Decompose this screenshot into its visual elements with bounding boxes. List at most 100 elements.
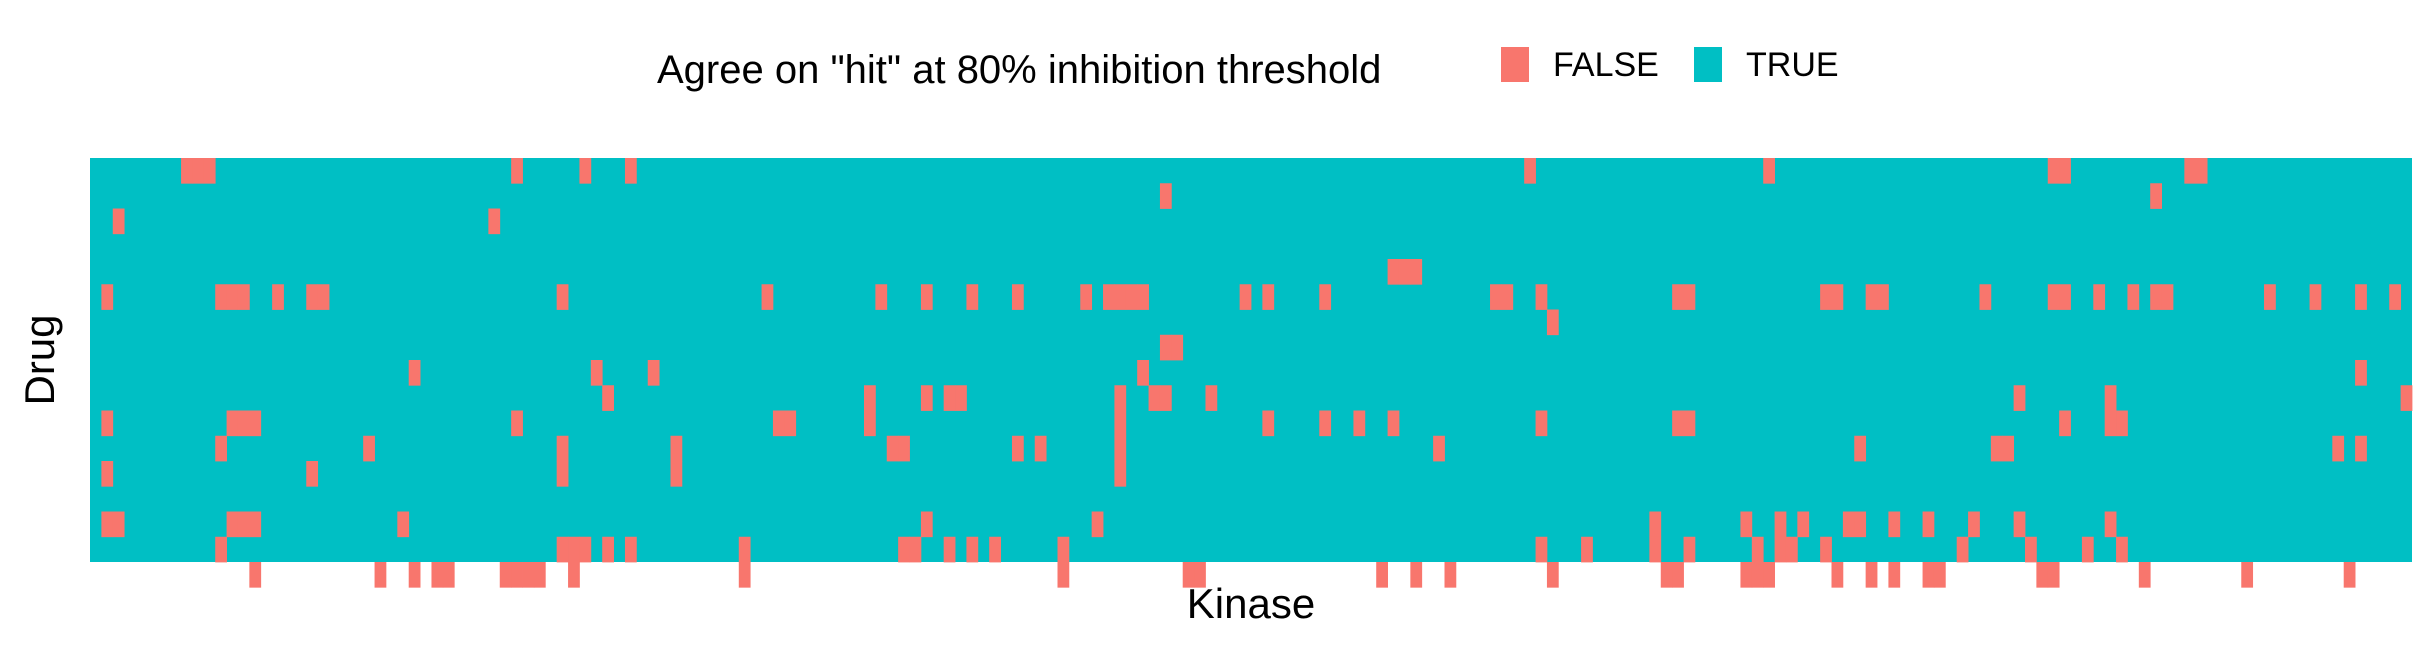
heatmap-cell-false <box>1262 284 1275 310</box>
heatmap-cell-false <box>1011 284 1024 310</box>
heatmap-cell-false <box>2002 435 2015 462</box>
heatmap-cell-false <box>1148 385 1161 411</box>
heatmap-cell-false <box>1831 284 1844 310</box>
heatmap-cell-false <box>624 158 637 184</box>
heatmap-cell-false <box>2036 562 2049 588</box>
heatmap-cell-false <box>1546 309 1559 336</box>
heatmap-cell-false <box>1649 511 1662 538</box>
heatmap-cell-false <box>1922 511 1935 538</box>
heatmap-cell-false <box>1387 259 1400 285</box>
heatmap-cell-false <box>761 284 774 310</box>
heatmap-cell-false <box>1865 284 1878 310</box>
heatmap-cell-false <box>1968 511 1980 538</box>
heatmap-cell-false <box>1125 284 1138 310</box>
heatmap-cell-false <box>2104 410 2117 437</box>
heatmap-cell-false <box>2150 183 2162 209</box>
heatmap-cell-false <box>1262 410 1275 437</box>
heatmap-cell-false <box>1433 435 1445 462</box>
heatmap-cell-false <box>511 562 523 588</box>
heatmap-cell-false <box>1683 410 1696 437</box>
heatmap-cell-false <box>772 410 785 437</box>
heatmap-cell-false <box>2104 511 2117 538</box>
heatmap-cells <box>101 158 2413 588</box>
heatmap-cell-false <box>1080 284 1093 310</box>
heatmap-cell-false <box>1763 562 1775 588</box>
heatmap-cell-false <box>1159 183 1172 209</box>
heatmap-cell-false <box>2195 158 2208 184</box>
heatmap-cell-false <box>602 536 614 563</box>
heatmap-cell-false <box>1672 284 1684 310</box>
heatmap-cell-false <box>306 461 319 487</box>
heatmap-cell-false <box>1672 410 1684 437</box>
heatmap-cell-false <box>955 385 967 411</box>
heatmap-cell-false <box>306 284 319 310</box>
plot-area <box>90 158 2413 588</box>
heatmap-cell-false <box>1774 536 1787 563</box>
heatmap-cell-false <box>2184 158 2197 184</box>
legend-label-true: TRUE <box>1746 46 1839 84</box>
heatmap-cell-false <box>1387 410 1400 437</box>
heatmap-cell-false <box>442 562 455 588</box>
heatmap-cell-false <box>374 562 387 588</box>
heatmap-cell-false <box>2343 562 2356 588</box>
heatmap-cell-false <box>1011 435 1024 462</box>
heatmap-cell-false <box>2116 536 2128 563</box>
heatmap-cell-false <box>1114 461 1127 487</box>
heatmap-cell-false <box>533 562 546 588</box>
heatmap-cell-false <box>556 536 569 563</box>
heatmap-cell-false <box>2059 284 2071 310</box>
heatmap-cell-false <box>511 158 523 184</box>
heatmap-cell-false <box>647 360 660 386</box>
heatmap-cell-false <box>943 385 956 411</box>
heatmap-cell-false <box>590 360 603 386</box>
heatmap-cell-false <box>2059 158 2071 184</box>
heatmap-cell-false <box>1398 259 1411 285</box>
heatmap-cell-false <box>875 284 888 310</box>
heatmap-cell-false <box>101 511 114 538</box>
heatmap-cell-false <box>249 410 262 437</box>
heatmap-cell-false <box>2116 410 2128 437</box>
heatmap-cell-false <box>1751 562 1764 588</box>
heatmap-cell-false <box>2138 562 2151 588</box>
heatmap-cell-false <box>1922 562 1935 588</box>
heatmap-cell-false <box>2332 435 2345 462</box>
heatmap-cell-false <box>909 536 922 563</box>
heatmap-cell-false <box>2013 511 2026 538</box>
heatmap-cell-false <box>1057 562 1070 588</box>
heatmap-cell-false <box>602 385 614 411</box>
heatmap-cell-false <box>2309 284 2322 310</box>
heatmap-cell-false <box>898 536 910 563</box>
heatmap-cell-false <box>2127 284 2140 310</box>
heatmap-cell-false <box>2150 284 2162 310</box>
heatmap-cell-false <box>1410 259 1423 285</box>
legend-title: Agree on "hit" at 80% inhibition thresho… <box>657 48 1381 92</box>
heatmap-cell-false <box>2093 284 2106 310</box>
heatmap-cell-false <box>966 284 979 310</box>
heatmap-cell-false <box>226 410 239 437</box>
heatmap-cell-false <box>1854 511 1867 538</box>
heatmap-cell-false <box>886 435 899 462</box>
heatmap-cell-false <box>1820 536 1832 563</box>
heatmap-cell-false <box>215 284 227 310</box>
heatmap-cell-false <box>249 511 262 538</box>
heatmap-cell-false <box>1979 284 1992 310</box>
heatmap-cell-false <box>1888 562 1901 588</box>
heatmap-cell-false <box>2025 536 2037 563</box>
heatmap-cell-false <box>363 435 375 462</box>
heatmap-cell-false <box>1660 562 1673 588</box>
legend: Agree on "hit" at 80% inhibition thresho… <box>657 46 1839 92</box>
heatmap-cell-false <box>1854 435 1867 462</box>
heatmap-cell-false <box>1740 562 1753 588</box>
heatmap-cell-false <box>1319 410 1332 437</box>
heatmap-cell-false <box>2161 284 2174 310</box>
heatmap-cell-false <box>1137 284 1149 310</box>
heatmap-cell-false <box>1649 536 1662 563</box>
heatmap-cell-false <box>1740 511 1753 538</box>
heatmap-cell-false <box>1114 385 1127 411</box>
heatmap-cell-false <box>1444 562 1457 588</box>
heatmap-cell-false <box>397 511 410 538</box>
heatmap-cell-false <box>101 410 114 437</box>
x-axis-label: Kinase <box>1187 580 1315 627</box>
heatmap-cell-false <box>1490 284 1502 310</box>
